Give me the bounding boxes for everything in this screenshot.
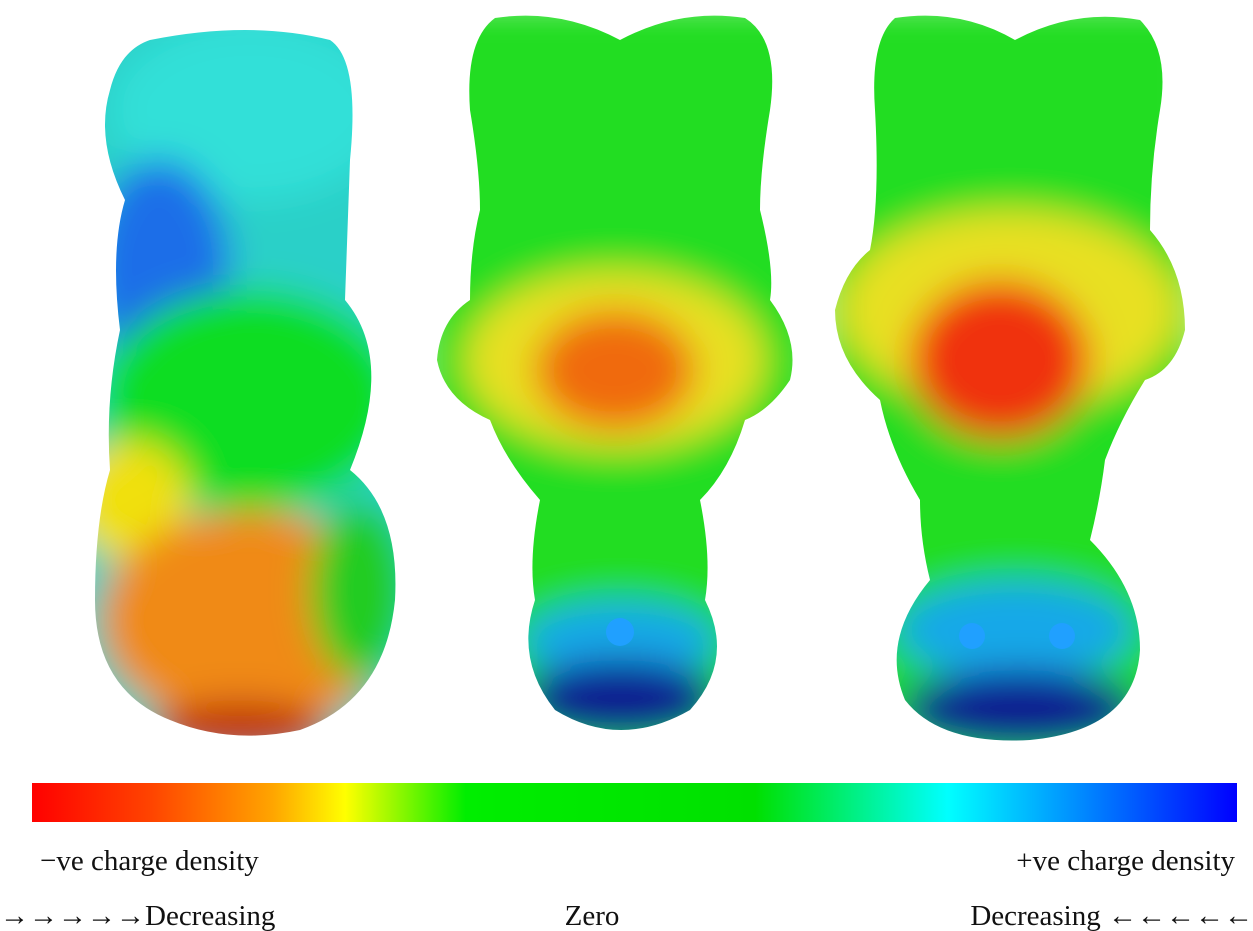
surface: [60, 0, 440, 780]
atom: [959, 623, 985, 649]
surface-region: [895, 580, 1135, 680]
center-label: Zero: [565, 900, 620, 931]
negative-label: −ve charge density: [40, 845, 259, 877]
surface: [420, 0, 820, 780]
positive-label: +ve charge density: [1016, 845, 1235, 877]
surface-region: [150, 700, 330, 760]
molecule-center: [420, 0, 820, 780]
page: {"labels": {"negative": "−ve charge dens…: [0, 0, 1253, 931]
surface-region: [900, 670, 1140, 750]
surface-region: [910, 280, 1090, 440]
atom: [606, 618, 634, 646]
surface-region: [310, 500, 410, 680]
surface-region: [520, 660, 720, 740]
surface: [820, 0, 1200, 780]
surface-region: [535, 310, 695, 430]
atom: [1049, 623, 1075, 649]
figure: −ve charge density +ve charge density →→…: [0, 0, 1253, 931]
body: −ve charge density +ve charge density →→…: [0, 0, 1253, 931]
left-direction-label: →→→→→Decreasing: [0, 900, 275, 931]
color-scale-bar: [32, 783, 1237, 822]
molecule-right: [820, 0, 1200, 780]
right-direction-label: Decreasing ←←←←←: [970, 900, 1253, 931]
molecule-left: [60, 0, 440, 780]
